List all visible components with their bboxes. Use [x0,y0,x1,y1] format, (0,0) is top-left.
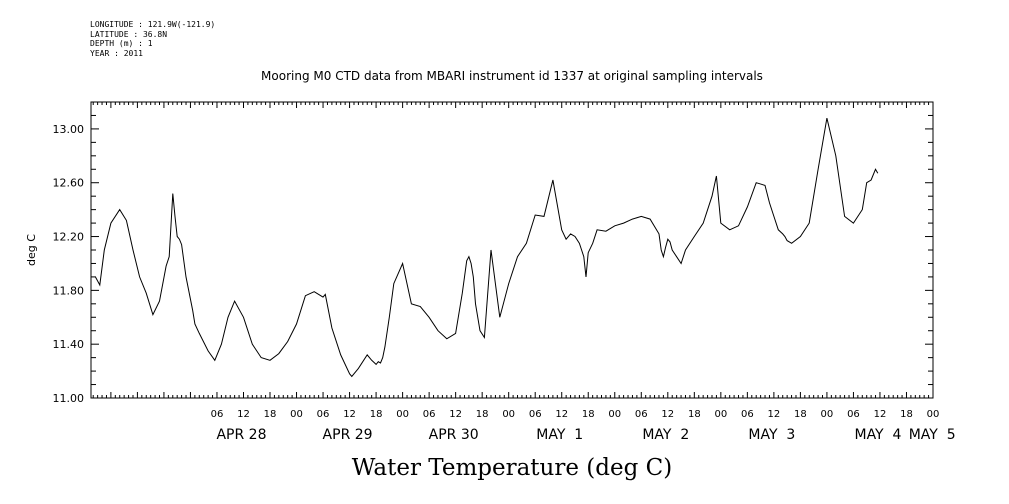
y-tick-label: 11.40 [53,338,85,351]
x-tick-label: 00 [608,409,621,420]
x-tick-label: 12 [449,409,462,420]
x-tick-label: 12 [237,409,250,420]
axis-ticks [91,101,934,399]
latitude-text: LATITUDE : 36.8N [90,29,168,39]
longitude-text: LONGITUDE : 121.9W(-121.9) [90,20,216,29]
x-tick-label: 18 [582,409,595,420]
x-tick-label: 18 [794,409,807,420]
day-label: MAY 1 [536,427,583,443]
x-tick-label: 06 [211,409,224,420]
y-tick-label: 11.00 [53,392,85,405]
depth-text: DEPTH (m) : 1 [90,39,153,48]
y-tick-label: 13.00 [53,123,85,136]
metadata-block: LONGITUDE : 121.9W(-121.9) LATITUDE : 36… [90,20,215,58]
y-tick-label: 12.60 [53,177,85,190]
year-text: YEAR : 2011 [90,48,143,58]
x-tick-label: 18 [900,409,913,420]
x-tick-label: 18 [370,409,383,420]
day-labels: APR 28 APR 29 APR 30 MAY 1 MAY 2 MAY 3 MAY 4 MA… [216,427,955,443]
day-label: APR 29 [323,427,373,443]
x-tick-label: 06 [635,409,648,420]
x-tick-label: 12 [874,409,887,420]
day-label: MAY 5 [909,427,956,443]
y-tick-label: 12.20 [53,231,85,244]
x-tick-label: 00 [396,409,409,420]
x-tick-label: 12 [343,409,356,420]
series-line [94,117,879,378]
x-tick-label: 06 [529,409,542,420]
x-tick-label: 18 [264,409,277,420]
y-tick-label: 11.80 [53,284,85,297]
x-tick-label: 12 [661,409,674,420]
x-tick-label: 12 [555,409,568,420]
day-label: MAY 4 [854,427,901,443]
day-label: MAY 3 [748,427,795,443]
x-tick-label: 00 [290,409,303,420]
x-tick-label: 18 [476,409,489,420]
x-tick-label: 06 [317,409,330,420]
y-axis-label: deg C [25,234,38,266]
x-tick-label: 00 [927,409,940,420]
x-tick-label: 06 [423,409,436,420]
x-axis-label: Water Temperature (deg C) [352,455,672,481]
x-tick-label: 06 [741,409,754,420]
x-tick-label: 00 [714,409,727,420]
x-tick-label: 18 [688,409,701,420]
day-label: APR 30 [429,427,479,443]
y-tick-labels: 11.00 11.40 11.80 12.20 12.60 13.00 [53,123,85,405]
x-tick-label: 06 [847,409,860,420]
x-tick-labels: 06 12 18 00 06 12 18 00 06 12 18 00 06 12 18 00 06 12 18 00… [211,409,940,420]
chart-title: Mooring M0 CTD data from MBARI instrumen… [261,69,763,83]
day-label: MAY 2 [642,427,689,443]
x-tick-label: 00 [821,409,834,420]
x-tick-label: 12 [768,409,781,420]
day-label: APR 28 [216,427,266,443]
x-tick-label: 00 [502,409,515,420]
